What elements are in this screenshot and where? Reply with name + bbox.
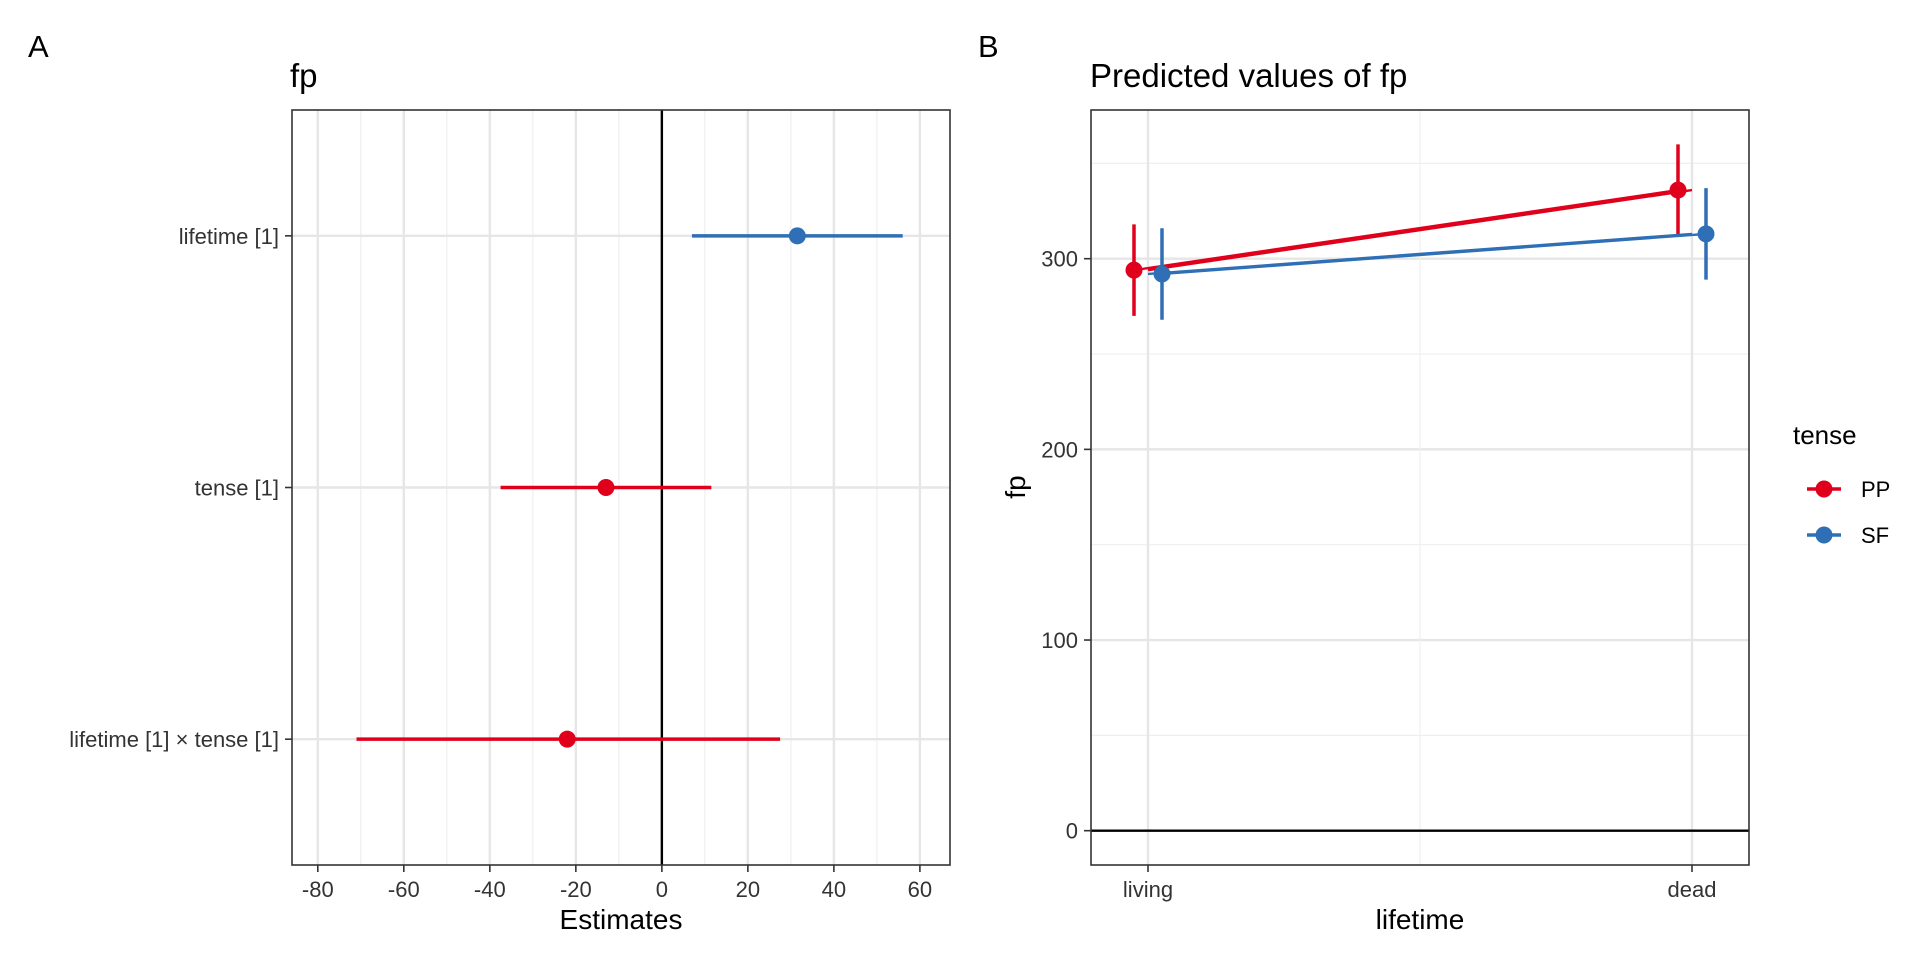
- panel-b: B Predicted values of fp 0 100 200 300 livin…: [978, 29, 1890, 935]
- panel-a-x-axis-title: Estimates: [560, 904, 683, 935]
- y-tick-label: 200: [1041, 437, 1078, 462]
- estimate-point: [788, 227, 806, 245]
- x-tick-label: dead: [1668, 877, 1717, 902]
- panel-b-frame: [1090, 109, 1750, 866]
- legend-key-point-SF: [1815, 526, 1833, 544]
- x-tick-label: 0: [656, 877, 668, 902]
- x-tick-label: -40: [474, 877, 506, 902]
- point-SF: [1697, 225, 1715, 243]
- y-tick-label: 300: [1041, 247, 1078, 272]
- legend-title: tense: [1793, 420, 1857, 450]
- estimate-point: [597, 479, 615, 496]
- x-tick-label: 60: [908, 877, 932, 902]
- panel-b-legend: tense PP SF: [1793, 420, 1890, 548]
- y-tick-label: 0: [1066, 819, 1078, 844]
- panel-b-y-axis-title: fp: [1000, 475, 1031, 498]
- x-tick-label: 20: [736, 877, 760, 902]
- panel-a-axes: -80 -60 -40 -20 0 20 40 60 lifetime [1] tense [1]…: [69, 224, 932, 902]
- point-SF: [1153, 265, 1171, 283]
- y-tick-label: lifetime [1] × tense [1]: [69, 727, 279, 752]
- panel-b-title: Predicted values of fp: [1090, 57, 1407, 94]
- x-tick-label: -20: [560, 877, 592, 902]
- estimate-point: [558, 730, 576, 748]
- panel-a: A fp -80 -60 -40 -20 0 20 40 60 lifetime [1] tens…: [28, 29, 951, 935]
- panel-b-marks: [1091, 144, 1749, 832]
- legend-label-PP: PP: [1861, 477, 1890, 502]
- x-tick-label: -60: [388, 877, 420, 902]
- y-tick-label: tense [1]: [195, 476, 279, 501]
- x-tick-label: living: [1123, 877, 1173, 902]
- point-PP: [1669, 181, 1687, 199]
- panel-b-x-axis-title: lifetime: [1376, 904, 1465, 935]
- legend-label-SF: SF: [1861, 523, 1889, 548]
- panel-b-axes: 0 100 200 300 living dead: [1041, 247, 1716, 902]
- legend-key-point-PP: [1815, 480, 1833, 498]
- panel-b-tag: B: [978, 29, 999, 64]
- y-tick-label: 100: [1041, 628, 1078, 653]
- x-tick-label: 40: [822, 877, 846, 902]
- series-line-PP: [1147, 188, 1693, 272]
- series-dodged-line-PP: [1133, 188, 1679, 272]
- panel-a-tag: A: [28, 29, 49, 64]
- series-dodged-line-SF: [1161, 232, 1707, 276]
- panel-a-title: fp: [290, 57, 318, 94]
- panel-a-marks: [356, 110, 903, 865]
- point-PP: [1125, 261, 1143, 279]
- x-tick-label: -80: [302, 877, 334, 902]
- y-tick-label: lifetime [1]: [179, 224, 279, 249]
